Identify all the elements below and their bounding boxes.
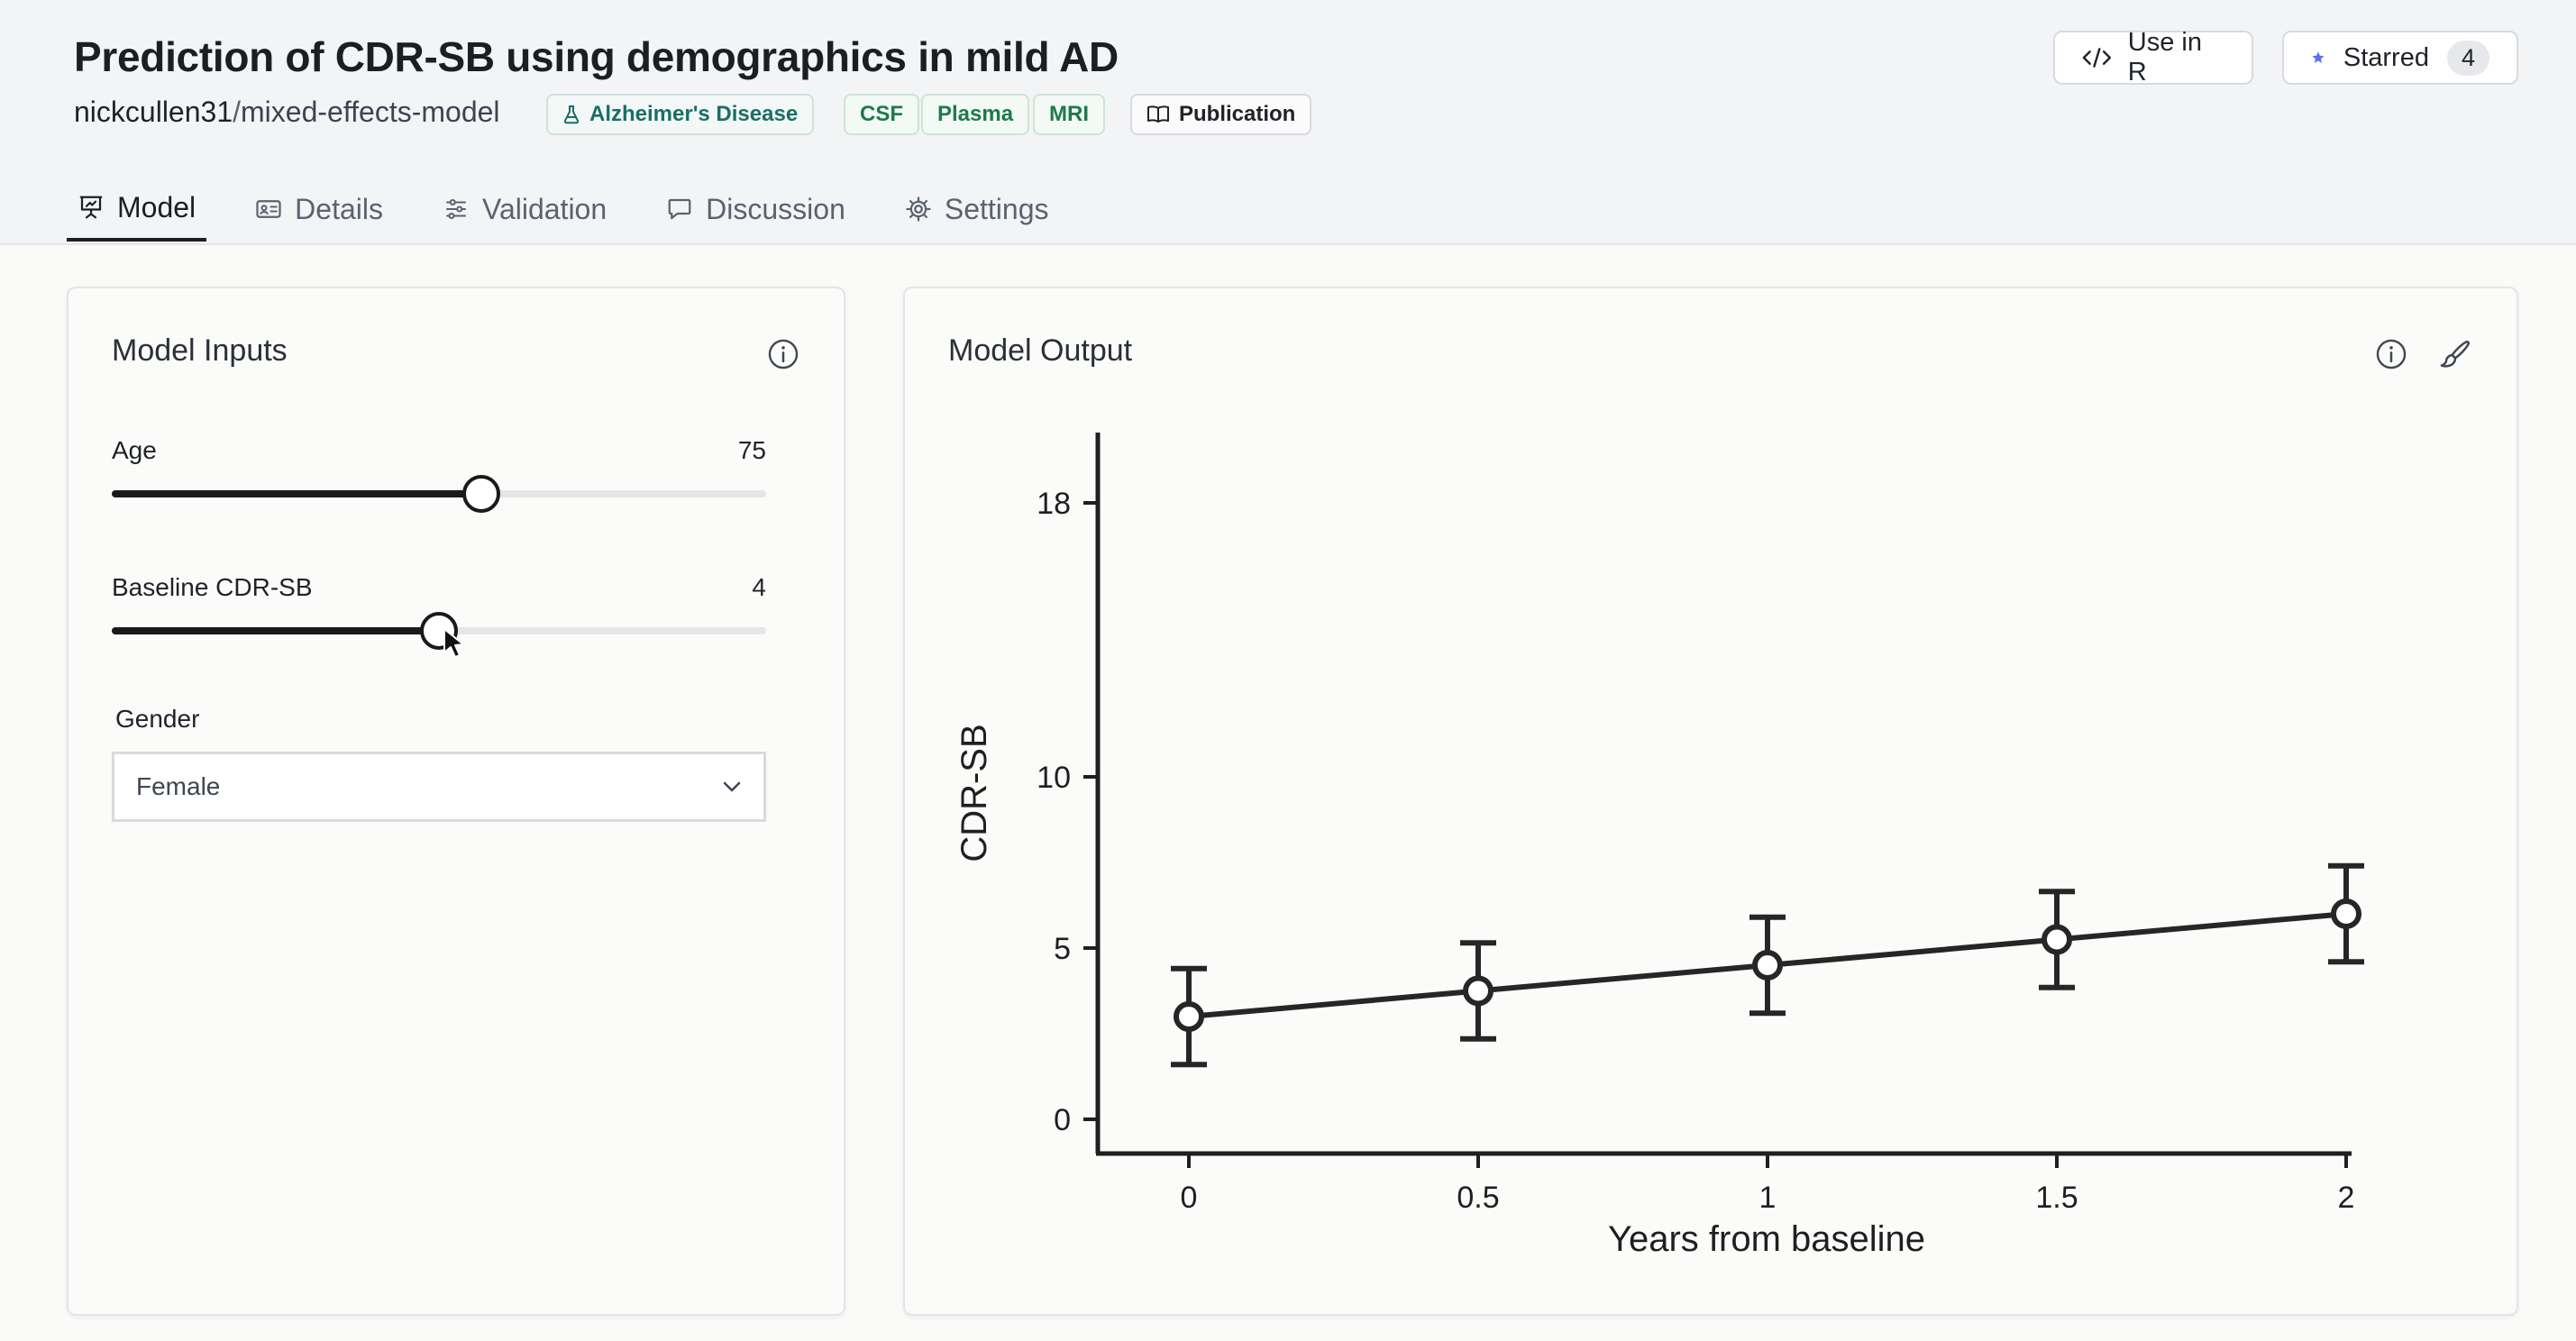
age-slider[interactable] [112, 475, 766, 513]
gender-label: Gender [115, 705, 200, 733]
tag-alzheimers[interactable]: Alzheimer's Disease [546, 94, 815, 135]
paintbrush-icon[interactable] [2437, 337, 2473, 373]
tag-label: MRI [1049, 102, 1089, 126]
gender-selected-value: Female [136, 772, 221, 800]
tab-label: Model [117, 190, 196, 224]
tag-publication[interactable]: Publication [1130, 94, 1312, 135]
tag-plasma[interactable]: Plasma [921, 94, 1030, 135]
x-tick-label: 1.5 [2035, 1181, 2078, 1215]
book-icon [1147, 105, 1169, 123]
page-title: Prediction of CDR-SB using demographics … [74, 33, 1119, 80]
tag-label: Publication [1179, 102, 1296, 126]
tag-label: CSF [860, 102, 903, 126]
data-point [1174, 1001, 1204, 1032]
tab-label: Settings [944, 192, 1049, 225]
baseline-cdr-sb-slider[interactable] [112, 612, 766, 650]
x-tick-label: 0 [1181, 1181, 1198, 1215]
page-header: Prediction of CDR-SB using demographics … [0, 0, 2576, 245]
model-inputs-title: Model Inputs [112, 333, 288, 368]
model-output-panel: Model Output 0 5 10 18 0 0.5 1 1.5 2 Years from b… [903, 287, 2518, 1316]
repo-name-link[interactable]: mixed-effects-model [241, 96, 500, 128]
repo-separator: / [233, 96, 241, 128]
repo-path: nickcullen31/mixed-effects-model [74, 96, 500, 129]
tag-mri[interactable]: MRI [1033, 94, 1105, 135]
starred-button[interactable]: Starred 4 [2282, 31, 2518, 85]
data-point [1463, 975, 1494, 1007]
x-axis-label: Years from baseline [1608, 1219, 1925, 1259]
x-tick-label: 0.5 [1457, 1181, 1499, 1215]
star-icon [2312, 51, 2325, 63]
data-point [1752, 950, 1783, 981]
use-in-r-button[interactable]: Use in R [2053, 28, 2253, 87]
starred-label: Starred [2343, 42, 2429, 72]
tag-label: Alzheimer's Disease [589, 102, 799, 126]
age-slider-fill [112, 490, 482, 497]
age-label: Age [112, 436, 157, 464]
baseline-cdr-sb-value: 4 [752, 573, 766, 601]
model-output-title: Model Output [948, 333, 1133, 368]
age-value: 75 [737, 436, 766, 464]
id-card-icon [256, 200, 281, 218]
tab-label: Discussion [706, 192, 845, 225]
y-tick-label: 18 [1037, 487, 1071, 521]
gear-icon [906, 196, 931, 222]
star-count: 4 [2446, 40, 2489, 76]
age-slider-thumb[interactable] [462, 475, 501, 513]
x-tick-label: 1 [1759, 1181, 1777, 1215]
presentation-chart-icon [79, 196, 103, 219]
baseline-cdr-sb-label: Baseline CDR-SB [112, 573, 313, 601]
tab-label: Details [295, 192, 383, 225]
sliders-icon [445, 199, 466, 219]
baseline-slider-fill [112, 627, 439, 634]
x-tick-label: 2 [2338, 1181, 2355, 1215]
tag-csf[interactable]: CSF [844, 94, 919, 135]
chat-bubble-icon [668, 198, 691, 220]
tab-details[interactable]: Details [244, 177, 394, 242]
y-tick-label: 5 [1054, 932, 1071, 966]
chevron-down-icon [723, 781, 741, 792]
tag-label: Plasma [937, 102, 1014, 126]
tab-model[interactable]: Model [67, 177, 207, 242]
repo-owner-link[interactable]: nickcullen31 [74, 96, 233, 128]
info-icon[interactable] [2374, 337, 2408, 371]
model-inputs-panel: Model Inputs Age 75 Baseline CDR-SB 4 Ge… [67, 287, 845, 1316]
mouse-cursor-icon [443, 628, 464, 658]
tab-discussion[interactable]: Discussion [655, 177, 856, 242]
info-icon[interactable] [766, 337, 800, 371]
tab-validation[interactable]: Validation [432, 177, 617, 242]
flask-icon [563, 105, 580, 124]
y-tick-label: 0 [1054, 1103, 1071, 1137]
cdr-sb-chart: 0 5 10 18 0 0.5 1 1.5 2 Years from baseline CDR-SB [955, 433, 2364, 1259]
data-point [2042, 924, 2072, 955]
tab-label: Validation [481, 192, 607, 225]
y-axis-label: CDR-SB [955, 724, 994, 862]
y-tick-label: 10 [1037, 761, 1071, 795]
tab-bar: Model Details Validation Discussion Sett… [67, 177, 1097, 243]
gender-select[interactable]: Female [112, 752, 766, 822]
data-point [2331, 899, 2361, 929]
use-in-r-label: Use in R [2127, 28, 2202, 87]
tab-settings[interactable]: Settings [894, 177, 1060, 242]
code-icon [2082, 48, 2112, 68]
